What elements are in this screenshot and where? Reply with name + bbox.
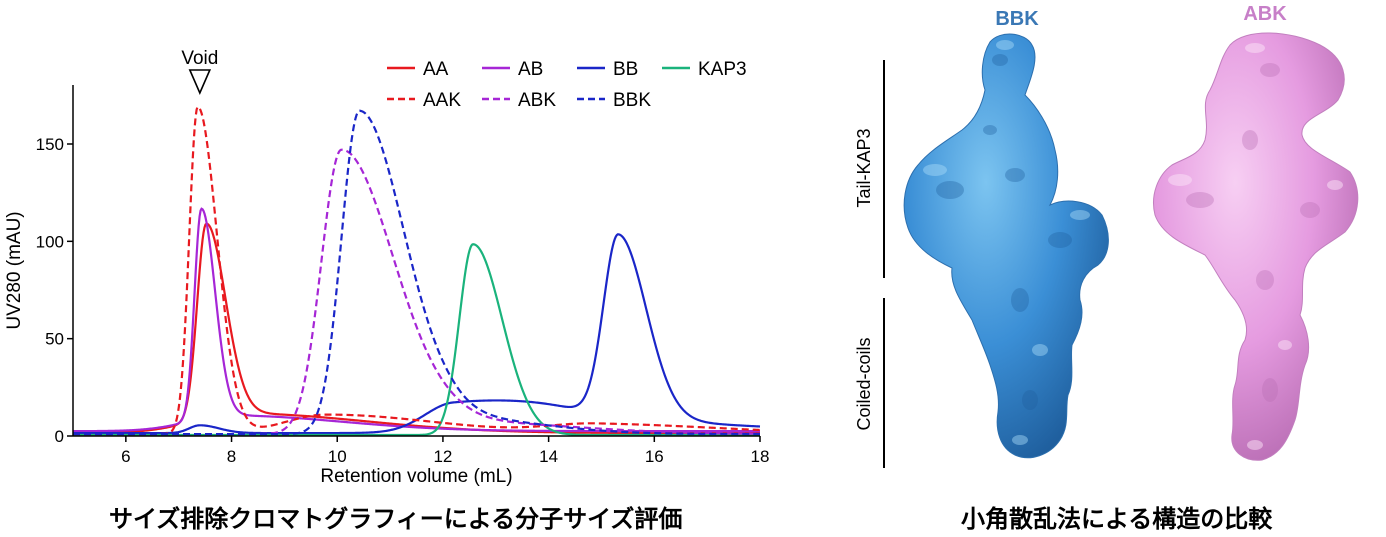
legend-label: AB	[518, 59, 543, 80]
series-line-bb	[73, 233, 761, 435]
x-axis-label: Retention volume (mL)	[320, 466, 512, 487]
legend-item-bb: BB	[577, 59, 638, 80]
legend: AA AB BB KAP3 AAK ABK BBK	[387, 59, 747, 111]
y-tick-label: 100	[36, 232, 64, 251]
tail-kap3-label: Tail-KAP3	[854, 128, 874, 207]
y-ticks: 0 50 100 150	[36, 135, 73, 446]
series-line-ab	[73, 207, 760, 433]
y-tick-label: 150	[36, 135, 64, 154]
legend-item-aa: AA	[387, 59, 449, 80]
series-layer	[73, 105, 761, 437]
abk-envelope-image	[1153, 32, 1359, 461]
x-tick-label: 10	[328, 447, 347, 466]
x-ticks: 6 8 10 12 14 16 18	[121, 436, 769, 466]
legend-label: BB	[613, 59, 638, 80]
legend-label: AAK	[423, 90, 461, 111]
legend-item-abk: ABK	[482, 90, 556, 111]
coiled-coils-label: Coiled-coils	[854, 337, 874, 430]
void-label: Void	[181, 48, 218, 69]
legend-item-kap3: KAP3	[662, 59, 747, 80]
void-marker: Void	[181, 48, 218, 96]
x-tick-label: 8	[227, 447, 236, 466]
y-tick-label: 50	[45, 330, 64, 349]
y-tick-label: 0	[55, 427, 64, 446]
bbk-structure-label: BBK	[995, 8, 1039, 30]
x-tick-label: 18	[751, 447, 770, 466]
x-tick-label: 12	[433, 447, 452, 466]
x-tick-label: 16	[645, 447, 664, 466]
bbk-envelope-image	[903, 33, 1109, 459]
series-line-kap3	[73, 243, 760, 437]
legend-label: KAP3	[698, 59, 747, 80]
structure-caption: 小角散乱法による構造の比較	[961, 504, 1273, 533]
void-triangle-icon	[188, 69, 212, 96]
legend-item-ab: AB	[482, 59, 543, 80]
x-tick-label: 6	[121, 447, 130, 466]
series-line-bbk	[73, 109, 760, 436]
abk-structure-label: ABK	[1243, 3, 1287, 25]
y-axis-label: UV280 (mAU)	[4, 211, 25, 329]
saxs-structures: BBK ABK Tail-KAP3 Coiled-coils	[854, 3, 1359, 468]
legend-item-bbk: BBK	[577, 90, 651, 111]
legend-label: ABK	[518, 90, 556, 111]
series-line-aak	[73, 105, 761, 436]
chromatogram-plot: 6 8 10 12 14 16 18 0 50 100 150 Retention volume …	[4, 48, 769, 487]
chart-caption: サイズ排除クロマトグラフィーによる分子サイズ評価	[109, 504, 683, 533]
legend-label: BBK	[613, 90, 651, 111]
series-line-abk	[73, 148, 761, 436]
legend-item-aak: AAK	[387, 90, 461, 111]
legend-label: AA	[423, 59, 449, 80]
x-tick-label: 14	[539, 447, 558, 466]
